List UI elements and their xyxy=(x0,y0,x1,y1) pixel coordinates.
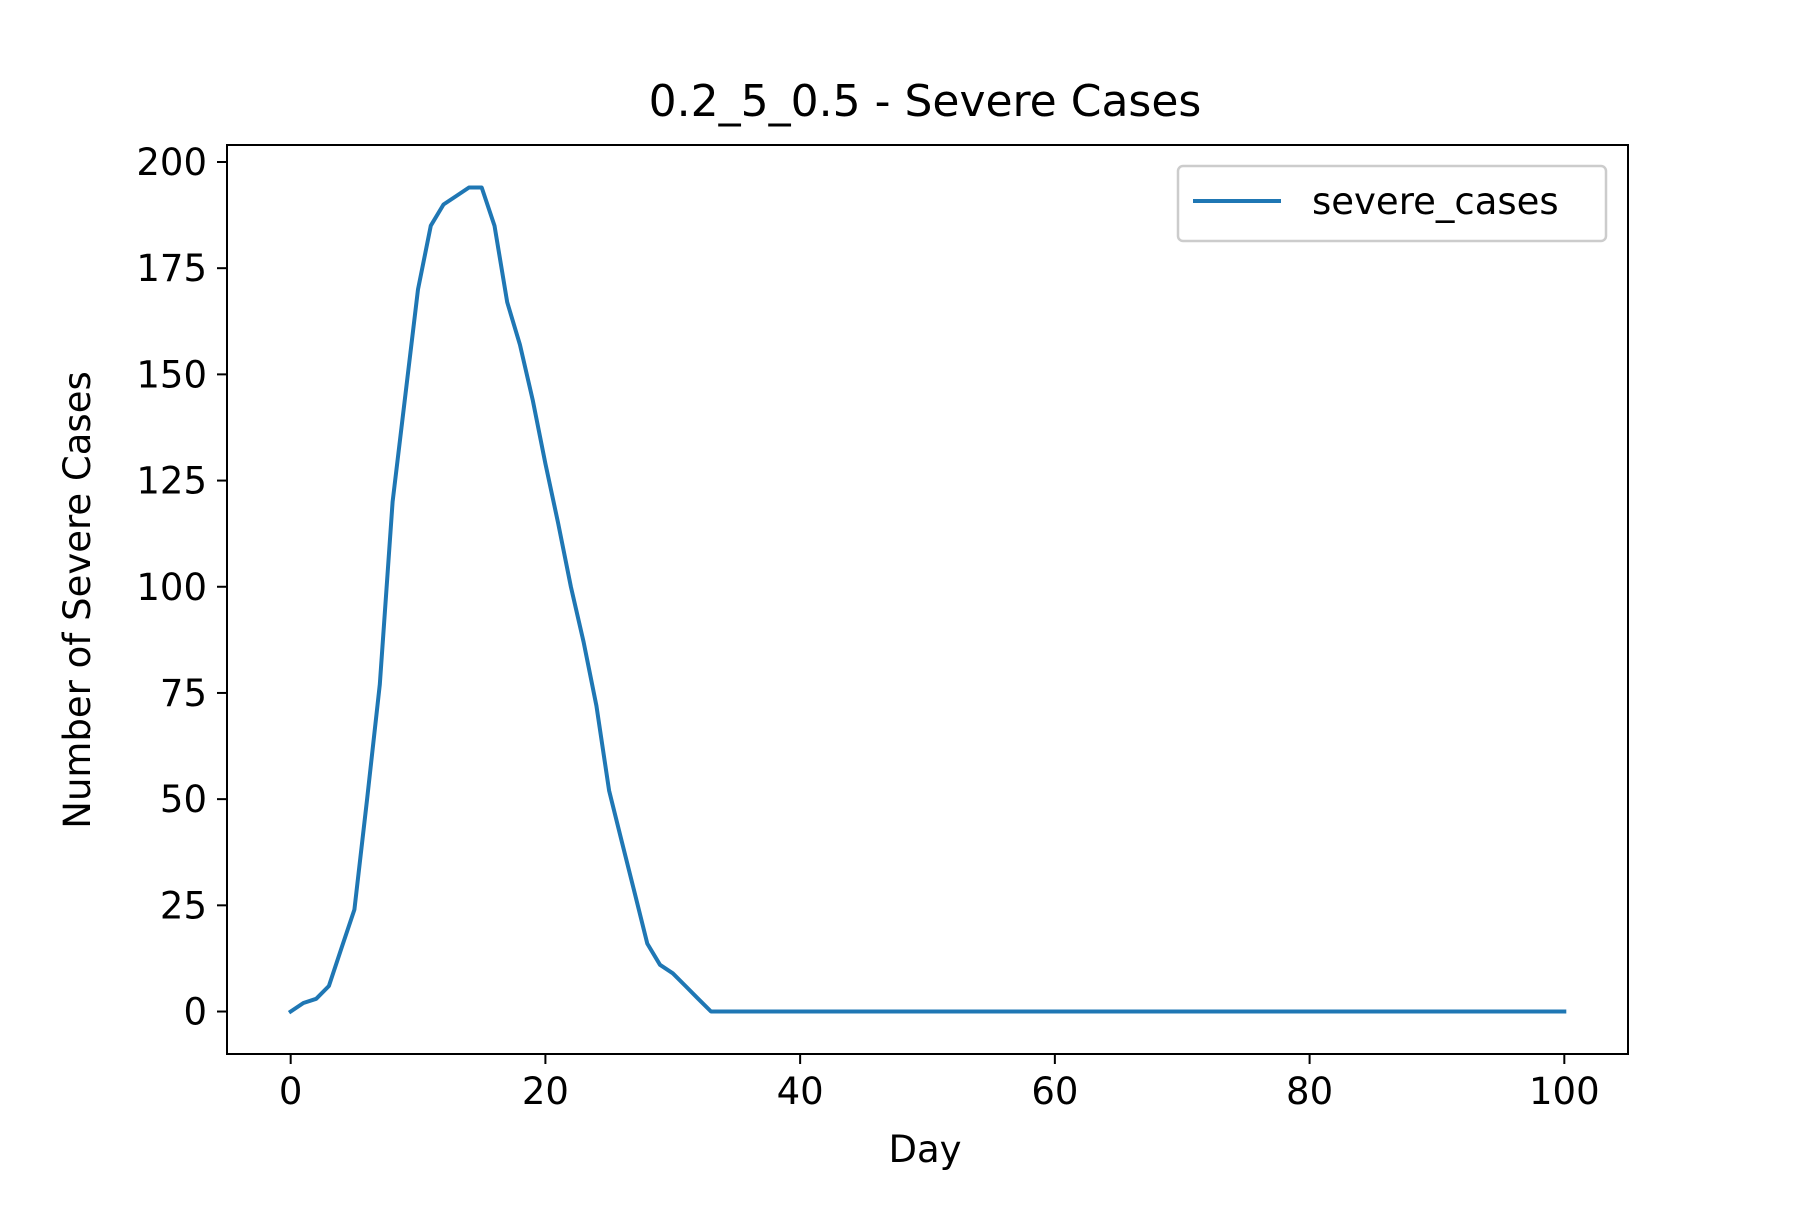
x-tick-label: 0 xyxy=(279,1070,303,1113)
plot-frame xyxy=(226,144,1629,1055)
y-tick-label: 75 xyxy=(160,672,207,715)
x-tick-label: 60 xyxy=(1031,1070,1078,1113)
y-tick-label: 125 xyxy=(136,460,207,503)
x-axis: 0 20 40 60 80 100 xyxy=(279,1054,1600,1113)
y-tick-label: 0 xyxy=(183,991,207,1034)
legend-label-severe-cases: severe_cases xyxy=(1312,180,1559,223)
legend-box xyxy=(1176,164,1608,243)
legend: severe_cases xyxy=(1176,164,1608,243)
y-tick-label: 175 xyxy=(136,247,207,290)
y-tick-label: 200 xyxy=(136,141,207,184)
y-axis-label: Number of Severe Cases xyxy=(56,371,99,828)
x-tick-label: 100 xyxy=(1529,1070,1600,1113)
y-tick-label: 150 xyxy=(136,353,207,396)
y-tick-label: 50 xyxy=(160,778,207,821)
y-tick-label: 25 xyxy=(160,884,207,927)
x-axis-label: Day xyxy=(888,1128,961,1171)
x-tick-label: 20 xyxy=(522,1070,569,1113)
y-axis: 0 25 50 75 100 125 150 175 200 xyxy=(136,141,227,1034)
y-tick-label: 100 xyxy=(136,566,207,609)
plot-area xyxy=(226,144,1629,1055)
chart-title: 0.2_5_0.5 - Severe Cases xyxy=(649,76,1202,127)
x-tick-label: 80 xyxy=(1286,1070,1333,1113)
x-tick-label: 40 xyxy=(777,1070,824,1113)
series-line-severe-cases xyxy=(287,185,1567,1015)
